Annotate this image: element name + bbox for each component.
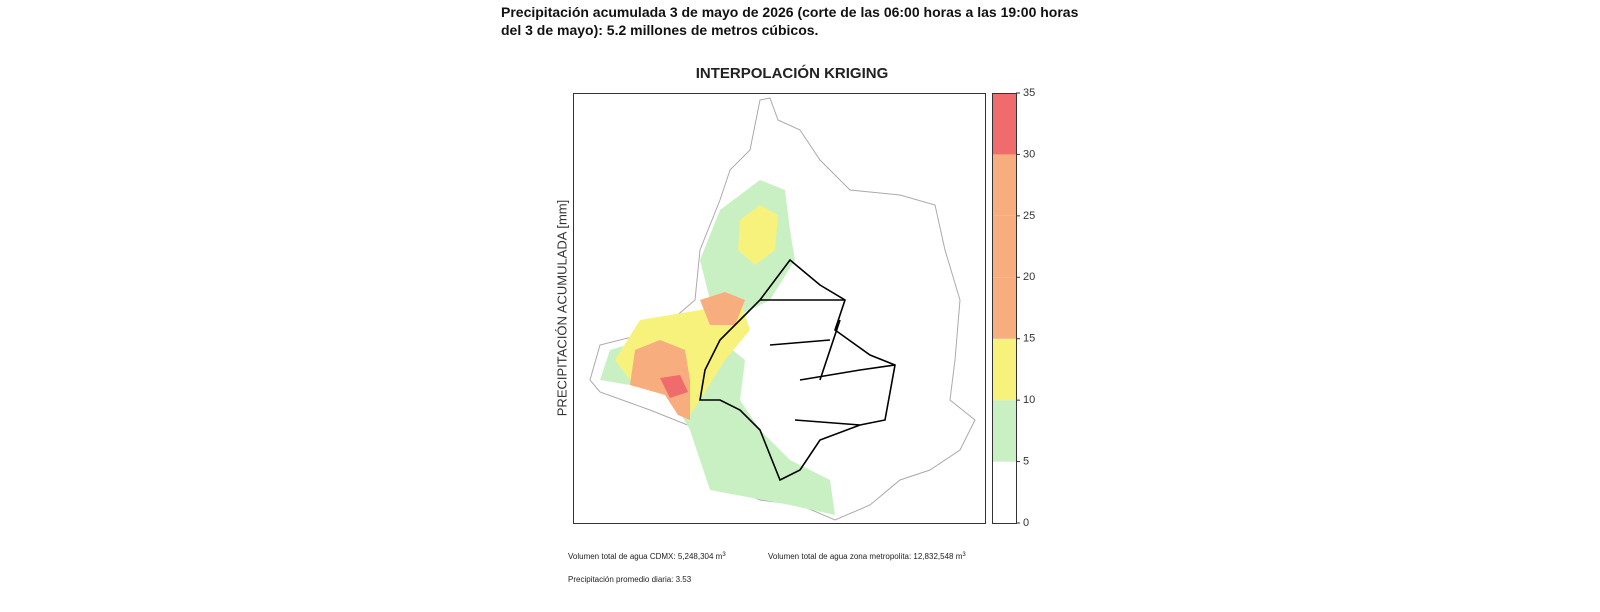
- footer-daily-avg: Precipitación promedio diaria: 3.53: [568, 575, 692, 584]
- footer-text: Volumen total de agua CDMX: 5,248,304 m: [568, 552, 723, 561]
- colorbar-band: [992, 93, 1016, 155]
- footer-volume-metro: Volumen total de agua zona metropolita: …: [768, 552, 966, 561]
- colorbar-tick-label: 10: [1023, 394, 1035, 406]
- rain-zone: [660, 375, 688, 398]
- colorbar-band: [992, 338, 1016, 401]
- axis-label: PRECIPITACIÓN ACUMULADA [mm]: [554, 200, 569, 416]
- colorbar-tick-label: 35: [1023, 87, 1035, 99]
- colorbar-tick-label: 0: [1023, 517, 1029, 529]
- header-text: Precipitación acumulada 3 de mayo de 202…: [501, 4, 1079, 38]
- colorbar-frame: [992, 93, 1017, 524]
- colorbar-tick-label: 25: [1023, 210, 1035, 222]
- footer-sup: 3: [722, 552, 726, 558]
- map-area: [589, 97, 976, 521]
- colorbar-band: [992, 154, 1016, 216]
- colorbar-band: [992, 215, 1016, 278]
- colorbar-tick-label: 20: [1023, 271, 1035, 283]
- footer-volume-cdmx: Volumen total de agua CDMX: 5,248,304 m3: [568, 552, 726, 561]
- colorbar-band: [992, 400, 1016, 462]
- map-title: INTERPOLACIÓN KRIGING: [696, 64, 889, 82]
- colorbar-tick-label: 30: [1023, 148, 1035, 160]
- rain-zone: [630, 292, 745, 420]
- colorbar-band: [992, 277, 1016, 339]
- colorbar-tick-label: 15: [1023, 333, 1035, 345]
- footer-sup: 3: [962, 552, 966, 558]
- borough-borders: [699, 258, 896, 482]
- colorbar-tick-label: 5: [1023, 455, 1029, 467]
- colorbar: 0 5 10 15 20 25 30 35: [992, 87, 1035, 529]
- footer-text: Volumen total de agua zona metropolita: …: [768, 552, 963, 561]
- colorbar-band: [992, 461, 1016, 523]
